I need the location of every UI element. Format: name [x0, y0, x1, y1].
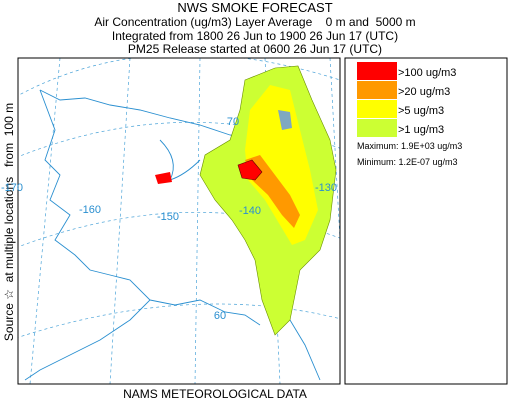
legend-minimum: Minimum: 1.2E-07 ug/m3	[357, 157, 458, 167]
subtitle: Air Concentration (ug/m3) Layer Average …	[94, 15, 415, 29]
title: NWS SMOKE FORECAST	[177, 0, 332, 15]
grid-label: 70	[227, 116, 239, 128]
grid-label: -140	[239, 205, 261, 217]
grid-label: 60	[214, 310, 226, 322]
legend-label: >20 ug/m3	[398, 86, 450, 98]
footer: NAMS METEOROLOGICAL DATA	[123, 387, 307, 401]
legend-swatch	[357, 119, 397, 137]
grid-label: -150	[157, 211, 179, 223]
grid-label: -160	[79, 204, 101, 216]
map	[17, 57, 341, 385]
legend-swatch	[357, 81, 397, 99]
legend-swatch	[357, 100, 397, 118]
side-label: Source ☆ at multiple locations from 100 …	[2, 103, 16, 341]
legend: Maximum: 1.9E+03 ug/m3 Minimum: 1.2E-07 …	[344, 57, 508, 385]
legend-label: >100 ug/m3	[398, 67, 456, 79]
subtitle: PM25 Release started at 0600 26 Jun 17 (…	[128, 42, 382, 56]
grid-label: -130	[315, 182, 337, 194]
legend-swatch	[357, 62, 397, 80]
grid-label: -170	[1, 182, 23, 194]
legend-label: >1 ug/m3	[398, 124, 444, 136]
subtitle: Integrated from 1800 26 Jun to 1900 26 J…	[112, 29, 398, 43]
legend-label: >5 ug/m3	[398, 105, 444, 117]
legend-maximum: Maximum: 1.9E+03 ug/m3	[357, 141, 462, 151]
